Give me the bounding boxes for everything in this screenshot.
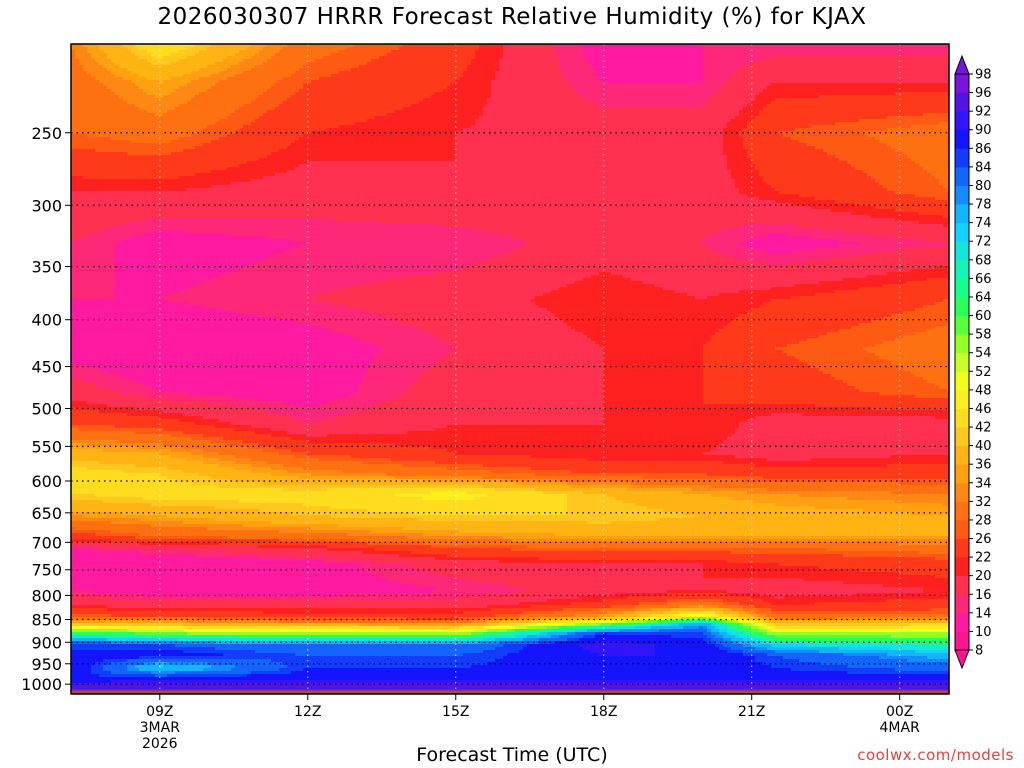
colorbar-swatch [955, 594, 969, 613]
y-tick-label: 550 [31, 437, 62, 456]
colorbar-label: 28 [975, 513, 992, 528]
colorbar-label: 98 [975, 68, 992, 83]
colorbar-label: 36 [975, 458, 992, 473]
colorbar-swatch [955, 148, 969, 167]
colorbar-label: 92 [975, 105, 992, 120]
y-tick-label: 800 [31, 586, 62, 605]
colorbar-swatch [955, 260, 969, 279]
colorbar-extend-bottom [955, 650, 969, 668]
colorbar-label: 40 [975, 439, 992, 454]
colorbar-label: 78 [975, 198, 992, 213]
colorbar-swatch [955, 539, 969, 558]
colorbar-label: 58 [975, 328, 992, 343]
colorbar-swatch [955, 464, 969, 483]
colorbar-label: 8 [975, 644, 983, 659]
colorbar: 8 10 14 16 20 22 26 28 32 34 36 40 42 46 48 52 54 58 60 64 6… [955, 56, 992, 668]
colorbar-swatch [955, 316, 969, 335]
colorbar-label: 16 [975, 588, 992, 603]
y-tick-label: 950 [31, 655, 62, 674]
colorbar-swatch [955, 74, 969, 93]
colorbar-swatch [955, 111, 969, 130]
colorbar-swatch [955, 427, 969, 446]
y-tick-label: 300 [31, 196, 62, 215]
colorbar-swatch [955, 130, 969, 149]
colorbar-swatch [955, 167, 969, 186]
colorbar-swatch [955, 576, 969, 595]
colorbar-label: 68 [975, 253, 992, 268]
colorbar-label: 66 [975, 272, 992, 287]
colorbar-swatch [955, 613, 969, 632]
colorbar-swatch [955, 483, 969, 502]
colorbar-label: 20 [975, 569, 992, 584]
colorbar-swatch [955, 334, 969, 353]
colorbar-label: 80 [975, 179, 992, 194]
colorbar-swatch [955, 297, 969, 316]
colorbar-swatch [955, 390, 969, 409]
x-tick-label: 00Z [886, 704, 913, 720]
colorbar-swatch [955, 223, 969, 242]
colorbar-swatch [955, 185, 969, 204]
colorbar-label: 90 [975, 123, 992, 138]
colorbar-swatch [955, 408, 969, 427]
colorbar-label: 22 [975, 551, 992, 566]
colorbar-label: 32 [975, 495, 992, 510]
y-tick-label: 900 [31, 633, 62, 652]
colorbar-label: 96 [975, 86, 992, 101]
colorbar-label: 54 [975, 346, 992, 361]
x-tick-label: 09Z [146, 704, 173, 720]
colorbar-label: 84 [975, 160, 992, 175]
colorbar-label: 52 [975, 365, 992, 380]
y-tick-label: 750 [31, 561, 62, 580]
y-tick-label: 600 [31, 472, 62, 491]
source-credit: coolwx.com/models [857, 746, 1014, 764]
colorbar-swatch [955, 278, 969, 297]
y-tick-label: 400 [31, 311, 62, 330]
x-tick-label: 3MAR [140, 720, 181, 736]
colorbar-label: 48 [975, 383, 992, 398]
colorbar-label: 72 [975, 235, 992, 250]
colorbar-label: 46 [975, 402, 992, 417]
y-tick-label: 850 [31, 611, 62, 630]
colorbar-swatch [955, 241, 969, 260]
colorbar-label: 42 [975, 421, 992, 436]
colorbar-swatch [955, 520, 969, 539]
colorbar-label: 34 [975, 476, 992, 491]
y-tick-label: 250 [31, 124, 62, 143]
colorbar-label: 86 [975, 142, 992, 157]
y-tick-label: 1000 [21, 675, 62, 694]
x-tick-label: 18Z [590, 704, 617, 720]
colorbar-label: 74 [975, 216, 992, 231]
x-tick-label: 21Z [738, 704, 765, 720]
y-tick-label: 700 [31, 533, 62, 552]
colorbar-swatch [955, 557, 969, 576]
colorbar-label: 14 [975, 606, 992, 621]
colorbar-swatch [955, 204, 969, 223]
x-tick-label: 12Z [294, 704, 321, 720]
colorbar-swatch [955, 501, 969, 520]
y-tick-label: 350 [31, 258, 62, 277]
y-tick-label: 650 [31, 504, 62, 523]
colorbar-label: 10 [975, 625, 992, 640]
y-tick-label: 450 [31, 358, 62, 377]
colorbar-label: 60 [975, 309, 992, 324]
colorbar-swatch [955, 353, 969, 372]
colorbar-label: 64 [975, 290, 992, 305]
x-tick-label: 15Z [442, 704, 469, 720]
y-tick-label: 500 [31, 399, 62, 418]
colorbar-extend-top [955, 56, 969, 74]
colorbar-swatch [955, 631, 969, 650]
colorbar-swatch [955, 371, 969, 390]
colorbar-swatch [955, 93, 969, 112]
colorbar-label: 26 [975, 532, 992, 547]
plot-area [71, 44, 952, 696]
y-axis-ticks: 250 300 350 400 450 500 550 600 650 700 750 800 850 9… [21, 124, 71, 694]
colorbar-swatch [955, 446, 969, 465]
x-tick-label: 4MAR [880, 720, 921, 736]
